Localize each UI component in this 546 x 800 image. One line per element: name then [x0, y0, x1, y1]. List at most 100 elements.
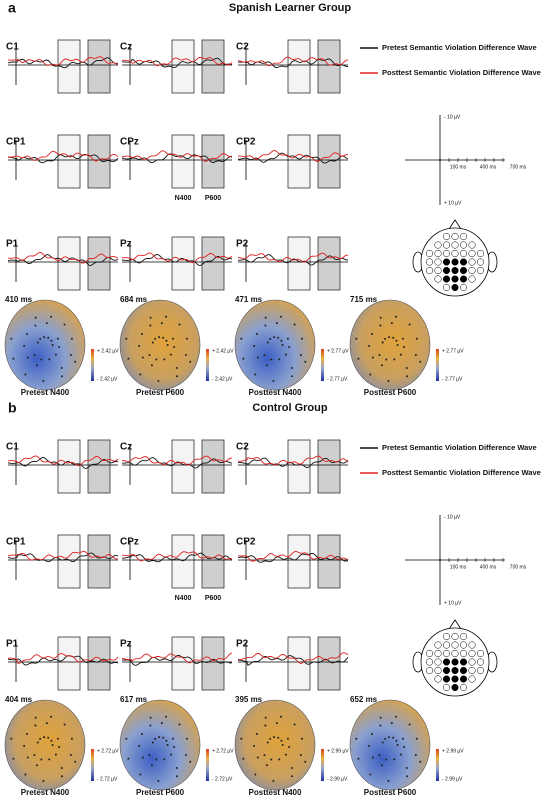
- n400-window: [171, 236, 195, 291]
- topomap-electrode: [160, 322, 163, 325]
- p600-window: [87, 439, 111, 494]
- topomap-electrode: [380, 364, 383, 367]
- topomap-electrode: [74, 360, 77, 363]
- electrode-site: [434, 275, 442, 283]
- electrode-label: P2: [236, 639, 249, 650]
- topomap-electrode: [300, 737, 303, 740]
- scale-top: - 10 µV: [444, 114, 461, 120]
- topomap-electrode: [185, 337, 188, 340]
- pretest-wave: [7, 254, 119, 266]
- panel-title: Spanish Learner Group: [229, 2, 352, 14]
- topomap-electrode: [405, 367, 408, 370]
- topomap-electrode: [50, 339, 53, 342]
- topomap-electrode: [10, 337, 13, 340]
- topomap-electrode: [35, 764, 38, 767]
- topomap-electrode: [43, 736, 46, 739]
- electrode-label: C2: [236, 442, 249, 453]
- topomap: [349, 299, 431, 391]
- electrode-site: [468, 641, 476, 649]
- scale-time: 400 ms: [480, 564, 497, 570]
- topomap-electrode: [405, 375, 408, 378]
- p600-window: [87, 134, 111, 189]
- topomap-electrode: [379, 324, 382, 327]
- topomap-electrode: [265, 364, 268, 367]
- topomap-electrode: [385, 758, 388, 761]
- topomap-electrode: [395, 715, 398, 718]
- topomap-electrode: [139, 373, 142, 376]
- colorbar-min: - 2.99 µV: [442, 776, 463, 782]
- colorbar-max: + 2.77 µV: [442, 348, 464, 354]
- topomap-electrode: [369, 373, 372, 376]
- electrode-site: [442, 632, 451, 641]
- n400-window: [287, 39, 311, 94]
- topomap-electrode: [56, 337, 59, 340]
- electrode-site: [459, 683, 468, 692]
- topomap: [4, 299, 86, 391]
- p600-window: [87, 236, 111, 291]
- electrode-site: [451, 241, 459, 249]
- topomap-electrode: [54, 753, 57, 756]
- topomap-electrode: [387, 379, 390, 382]
- latency: 410 ms: [5, 295, 33, 304]
- topomap-electrode: [415, 737, 418, 740]
- topomap-electrode: [173, 746, 176, 749]
- topomap-electrode: [293, 723, 296, 726]
- colorbar-max: + 2.42 µV: [97, 348, 119, 354]
- topomap-electrode: [45, 722, 48, 725]
- posttest-wave: [7, 56, 119, 66]
- topomap-electrode: [368, 744, 371, 747]
- topomap-electrode: [290, 767, 293, 770]
- topomap-electrode: [184, 753, 187, 756]
- topomap-electrode: [405, 775, 408, 778]
- p600-window: [317, 534, 341, 589]
- posttest-wave: [237, 551, 349, 562]
- electrode-site: [459, 641, 468, 649]
- topomap-electrode: [33, 354, 36, 357]
- topomap-caption: Posttest N400: [249, 388, 302, 397]
- topomap-electrode: [140, 332, 143, 335]
- topomap-electrode: [385, 358, 388, 361]
- posttest-wave: [7, 252, 119, 264]
- topomap-electrode: [171, 337, 174, 340]
- topomap-electrode: [39, 337, 42, 340]
- topomap-electrode: [255, 332, 258, 335]
- n400-window: [287, 439, 311, 494]
- topomap: [234, 699, 316, 791]
- topomap-electrode: [56, 737, 59, 740]
- colorbar: [206, 349, 209, 381]
- topomap-electrode: [138, 344, 141, 347]
- topomap-electrode: [139, 773, 142, 776]
- topomap-electrode: [380, 764, 383, 767]
- electrode-site: [459, 649, 468, 658]
- topomap-electrode: [393, 758, 396, 761]
- topomap-electrode: [369, 773, 372, 776]
- topomap-electrode: [277, 736, 280, 739]
- electrode-site: [442, 283, 451, 292]
- topomap-electrode: [290, 375, 293, 378]
- electrode-site: [468, 241, 476, 249]
- latency: 684 ms: [120, 295, 148, 304]
- topomap-electrode: [150, 364, 153, 367]
- n400-window: [171, 439, 195, 494]
- topomap-electrode: [140, 732, 143, 735]
- topomap-electrode: [45, 322, 48, 325]
- n400-window: [57, 134, 81, 189]
- topomap-electrode: [408, 323, 411, 326]
- topomap-electrode: [25, 732, 28, 735]
- latency: 404 ms: [5, 695, 33, 704]
- electrode-site: [442, 641, 451, 649]
- topomap-electrode: [419, 360, 422, 363]
- topomap-electrode: [370, 732, 373, 735]
- p600-window: [317, 39, 341, 94]
- electrode-label: P1: [6, 639, 19, 650]
- electrode-site: [442, 258, 451, 266]
- topomap-electrode: [34, 316, 37, 319]
- topomap-electrode: [255, 732, 258, 735]
- topomap-electrode: [36, 741, 39, 744]
- electrode-label: P2: [236, 239, 249, 250]
- topomap-electrode: [264, 716, 267, 719]
- colorbar-min: - 2.42 µV: [97, 376, 118, 382]
- topomap-electrode: [51, 744, 54, 746]
- topomap-electrode: [171, 737, 174, 740]
- latency: 617 ms: [120, 695, 148, 704]
